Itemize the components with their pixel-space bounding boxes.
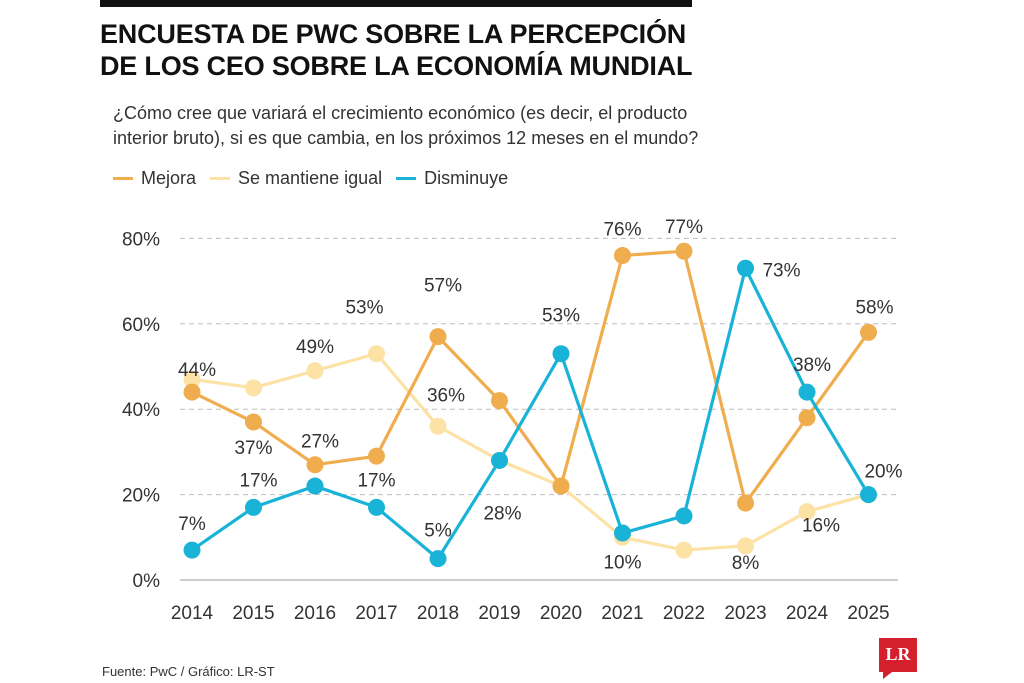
point-mejora-2022: [675, 242, 693, 260]
point-disminuye-2018: [429, 550, 447, 568]
data-label-disminuye-2023: 73%: [762, 260, 800, 281]
data-label-disminuye-2024: 38%: [793, 355, 831, 376]
x-tick-label-2014: 2014: [171, 603, 214, 624]
data-label-se-mantiene-igual-2024: 16%: [802, 516, 840, 537]
point-se-mantiene-igual-2015: [245, 379, 262, 397]
lr-logo-text: LR: [885, 644, 911, 664]
x-tick-label-2019: 2019: [478, 603, 520, 624]
lr-logo: LR: [879, 638, 917, 679]
point-se-mantiene-igual-2014: [183, 370, 201, 388]
point-disminuye-2022: [675, 507, 693, 525]
point-disminuye-2023: [737, 259, 754, 277]
data-label-mejora-2021: 76%: [603, 219, 641, 240]
series-line-disminuye: [190, 266, 871, 561]
point-mejora-2024: [798, 409, 816, 427]
point-disminuye-2016: [306, 477, 324, 495]
point-mejora-2014: [183, 383, 201, 401]
point-mejora-2023: [737, 494, 754, 512]
point-mejora-2017: [368, 447, 385, 465]
y-tick-label-80: 80%: [122, 229, 160, 250]
data-label-mejora-2022: 77%: [665, 217, 703, 238]
point-disminuye-2020: [552, 345, 570, 363]
y-tick-label-60: 60%: [122, 315, 160, 336]
point-mejora-2020: [552, 477, 570, 495]
point-disminuye-2021: [614, 524, 631, 542]
data-label-disminuye-2017: 17%: [357, 470, 395, 491]
point-mejora-2021: [614, 246, 631, 264]
legend-item-disminuye: Disminuye: [396, 168, 508, 189]
x-tick-label-2022: 2022: [663, 603, 705, 624]
data-label-se-mantiene-igual-2018: 36%: [427, 385, 465, 406]
legend-item-mejora: Mejora: [113, 168, 196, 189]
chart-title-line-1: ENCUESTA DE PWC SOBRE LA PERCEPCIÓN: [100, 19, 687, 49]
legend-item-se-mantiene-igual: Se mantiene igual: [210, 168, 382, 189]
point-disminuye-2024: [798, 383, 816, 401]
x-tick-label-2016: 2016: [294, 603, 336, 624]
chart-legend: Mejora Se mantiene igual Disminuye: [113, 165, 522, 191]
lr-logo-tail: [883, 672, 892, 679]
point-se-mantiene-igual-2016: [306, 362, 324, 380]
point-se-mantiene-igual-2023: [737, 537, 754, 555]
legend-swatch-mejora: [113, 176, 133, 180]
y-tick-label-40: 40%: [122, 400, 160, 421]
point-mejora-2018: [429, 328, 447, 346]
data-label-mejora-2018: 57%: [424, 276, 462, 297]
x-tick-label-2015: 2015: [232, 603, 274, 624]
x-tick-label-2025: 2025: [847, 603, 889, 624]
data-label-mejora-2016: 27%: [301, 432, 339, 453]
chart-title-line-2: DE LOS CEO SOBRE LA ECONOMÍA MUNDIAL: [100, 51, 693, 81]
point-disminuye-2017: [368, 498, 385, 516]
data-label-mejora-2025: 58%: [855, 297, 893, 318]
legend-label-se-mantiene-igual: Se mantiene igual: [238, 167, 383, 188]
point-se-mantiene-igual-2024: [798, 503, 816, 521]
legend-swatch-disminuye: [396, 176, 417, 180]
data-label-disminuye-2018: 5%: [424, 521, 452, 542]
point-se-mantiene-igual-2018: [429, 417, 447, 435]
series-line-mejora: [190, 249, 871, 505]
point-se-mantiene-igual-2022: [675, 541, 693, 559]
x-tick-label-2021: 2021: [601, 603, 643, 624]
data-label-disminuye-2025: 20%: [864, 462, 902, 483]
chart-subtitle: ¿Cómo cree que variará el crecimiento ec…: [113, 101, 753, 151]
x-tick-label-2018: 2018: [417, 603, 459, 624]
point-disminuye-2019: [491, 451, 508, 469]
point-mejora-2016: [306, 456, 324, 474]
x-tick-label-2017: 2017: [355, 603, 397, 624]
legend-label-disminuye: Disminuye: [424, 167, 509, 188]
data-label-mejora-2014: 44%: [178, 360, 216, 381]
chart-title: ENCUESTA DE PWC SOBRE LA PERCEPCIÓN DE L…: [100, 18, 920, 82]
x-tick-label-2020: 2020: [540, 603, 582, 624]
legend-swatch-se-mantiene-igual: [210, 176, 231, 180]
data-label-disminuye-2014: 7%: [178, 514, 206, 535]
data-label-se-mantiene-igual-2023: 8%: [732, 553, 760, 574]
data-label-se-mantiene-igual-2017: 53%: [345, 298, 383, 319]
source-note: Fuente: PwC / Gráfico: LR-ST: [102, 664, 275, 679]
x-tick-label-2024: 2024: [786, 603, 829, 624]
point-se-mantiene-igual-2017: [368, 345, 385, 363]
point-mejora-2019: [491, 392, 508, 410]
data-label-mejora-2015: 37%: [234, 438, 272, 459]
point-disminuye-2015: [245, 498, 262, 516]
chart-subtitle-line-1: ¿Cómo cree que variará el crecimiento ec…: [113, 103, 688, 123]
legend-label-mejora: Mejora: [141, 167, 197, 188]
point-disminuye-2025: [860, 486, 877, 504]
data-label-disminuye-2020: 53%: [542, 306, 580, 327]
data-label-disminuye-2019: 28%: [483, 503, 521, 524]
series-line-se-mantiene-igual: [190, 352, 871, 552]
data-label-disminuye-2015: 17%: [239, 470, 277, 491]
point-mejora-2015: [245, 413, 262, 431]
y-tick-label-20: 20%: [122, 486, 160, 507]
y-tick-label-0: 0%: [133, 571, 161, 592]
point-mejora-2025: [860, 323, 877, 341]
point-disminuye-2014: [183, 541, 201, 559]
top-rule: [100, 0, 692, 7]
data-label-se-mantiene-igual-2016: 49%: [296, 337, 334, 358]
x-tick-label-2023: 2023: [724, 603, 766, 624]
data-label-se-mantiene-igual-2021: 10%: [603, 552, 641, 573]
chart-subtitle-line-2: interior bruto), si es que cambia, en lo…: [113, 128, 699, 148]
